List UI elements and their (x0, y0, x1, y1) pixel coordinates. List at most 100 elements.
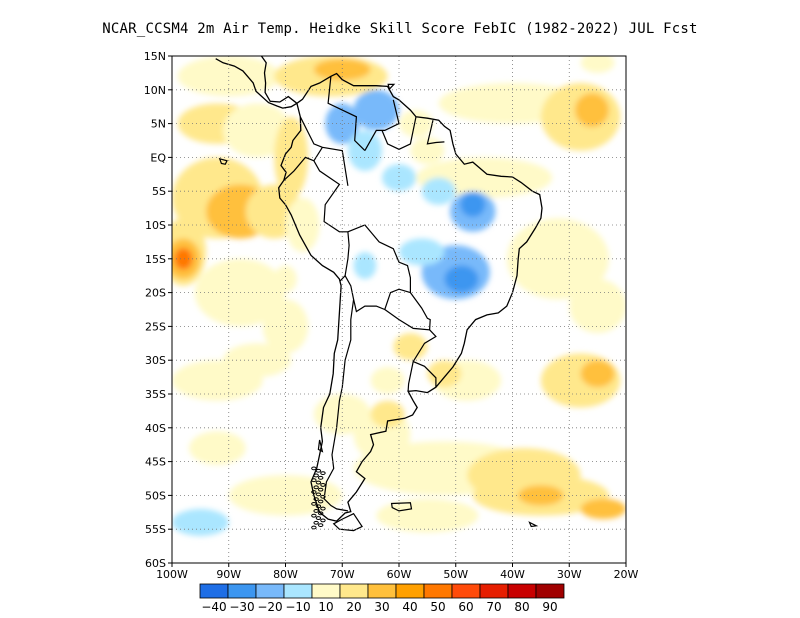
island-outline (390, 502, 413, 512)
colorbar-label: 30 (374, 600, 389, 614)
skill-patch (174, 247, 193, 270)
country-border (412, 361, 437, 388)
skill-patch (223, 343, 292, 378)
colorbar-swatch (479, 583, 509, 599)
central-america-pacific-coast (215, 58, 298, 109)
skill-patch (223, 103, 292, 158)
colorbar-swatch (367, 583, 397, 599)
country-border (347, 224, 411, 293)
colorbar-label: −20 (257, 600, 282, 614)
colorbar-label: 40 (402, 600, 417, 614)
colorbar-label: 70 (486, 600, 501, 614)
colorbar-label: 90 (542, 600, 557, 614)
colorbar-swatch (283, 583, 313, 599)
colorbar-swatch (227, 583, 257, 599)
skill-patch (580, 498, 626, 520)
country-border (327, 76, 366, 152)
country-borders (283, 76, 445, 512)
fjord-island (320, 518, 326, 523)
central-america-caribbean-coast (260, 56, 298, 104)
lon-tick-label: 90W (216, 568, 241, 581)
lat-tick-label: 45S (145, 456, 166, 469)
fjord-island (320, 494, 326, 499)
fjord-island (311, 478, 317, 483)
lat-tick-label: 10S (145, 219, 166, 232)
fjord-island (320, 483, 326, 487)
country-border (283, 146, 323, 181)
lon-tick-label: 40W (500, 568, 525, 581)
fjord-island (311, 513, 317, 518)
colorbar-label: −10 (285, 600, 310, 614)
country-border (407, 329, 437, 392)
colorbar-swatch (395, 583, 425, 599)
lat-tick-label: 55S (145, 523, 166, 536)
colorbar-swatch (507, 583, 537, 599)
skill-patch (421, 177, 456, 205)
south-america-coastline (278, 72, 543, 522)
colorbar-swatch (255, 583, 285, 599)
fjord-island (315, 516, 322, 520)
fjord-island (313, 485, 319, 490)
colorbar-swatch (451, 583, 481, 599)
skill-patch (353, 89, 399, 131)
colorbar-swatch (423, 583, 453, 599)
lon-tick-label: 60W (387, 568, 412, 581)
fjord-island (313, 509, 319, 513)
fjord-island (313, 497, 319, 502)
lat-tick-label: 15S (145, 253, 166, 266)
colorbar-label: 20 (346, 600, 361, 614)
colorbar-swatch (199, 583, 229, 599)
island-outline (218, 157, 228, 165)
island-outline (528, 521, 539, 528)
lon-tick-label: 80W (273, 568, 298, 581)
skill-patch (574, 93, 609, 127)
lat-tick-label: 5S (152, 185, 166, 198)
skill-patch (506, 218, 609, 300)
country-border (313, 160, 350, 282)
country-border (344, 275, 411, 313)
country-border (323, 299, 355, 512)
lat-tick-label: 5N (151, 118, 166, 131)
lat-tick-label: 25S (145, 320, 166, 333)
colorbar-label: 80 (514, 600, 529, 614)
lat-tick-label: 50S (145, 489, 166, 502)
fjord-island (320, 471, 326, 475)
skill-patch (274, 116, 309, 198)
colorbar-swatch (339, 583, 369, 599)
island-outline (317, 439, 324, 453)
skill-patch (353, 252, 377, 280)
lon-tick-label: 70W (330, 568, 355, 581)
fjord-island (311, 501, 317, 506)
skill-patch (172, 508, 229, 536)
lon-tick-label: 20W (614, 568, 639, 581)
skill-patch (444, 265, 479, 293)
fjord-island (317, 487, 324, 492)
country-border (426, 120, 445, 145)
lat-tick-label: 10N (144, 84, 166, 97)
lat-tick-label: 20S (145, 287, 166, 300)
fjord-island (317, 511, 324, 516)
fjord-island (315, 480, 322, 485)
colorbar-label: 10 (318, 600, 333, 614)
skill-patch (376, 498, 479, 533)
country-border (364, 99, 400, 151)
fjord-island (320, 506, 326, 511)
skill-patch (370, 366, 405, 395)
skill-patch (274, 265, 297, 293)
grid-lines (172, 56, 626, 563)
fjord-island (313, 520, 319, 525)
page-title: NCAR_CCSM4 2m Air Temp. Heidke Skill Sco… (102, 21, 698, 37)
skill-patch (399, 238, 445, 266)
colorbar-label: 50 (430, 600, 445, 614)
fjord-island (315, 468, 322, 473)
skill-patch (580, 360, 615, 388)
colorbar-swatch (535, 583, 565, 599)
lat-tick-label: 40S (145, 422, 166, 435)
fjord-island (317, 475, 324, 480)
skill-patch (460, 192, 486, 217)
fjord-island (315, 504, 322, 509)
skill-patch (285, 197, 320, 253)
skill-patch (370, 400, 405, 428)
fjord-island (317, 499, 324, 504)
